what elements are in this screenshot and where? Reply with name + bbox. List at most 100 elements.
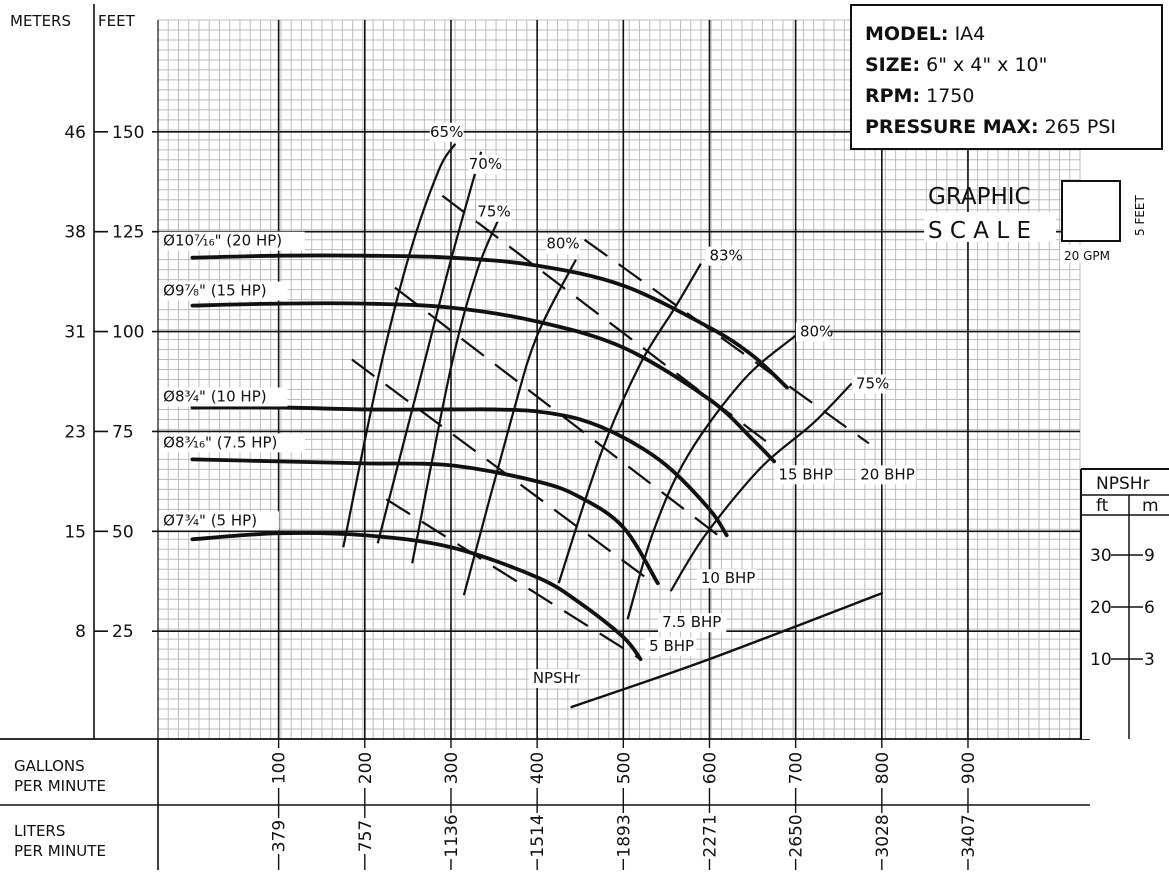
npshr-m-tick: 6 [1144,598,1155,618]
x-tick-gpm: 200 [356,752,376,784]
npshr-label-bg [528,669,580,689]
x-tick-bg [354,818,375,854]
y-tick-meters: 23 [64,422,86,442]
y-tick-bg [108,420,152,443]
x-tick-bg [785,748,806,788]
y-axis-right-header: FEET [98,12,136,30]
x-tick-bg [957,813,978,859]
info-model: MODEL: IA4 [865,23,985,45]
graphic-scale-word1: GRAPHIC [928,184,1031,210]
bhp-label-3: 10 BHP [701,569,755,587]
impeller-label-2: Ø9⁷⁄₈" (15 HP) [163,282,266,300]
y-tick-bg [108,320,152,343]
bhp-label-4: 15 BHP [778,465,832,483]
y-tick-feet: 25 [112,622,134,642]
efficiency-label-3-bg [477,202,511,222]
npshr-scale-title: NPSHr [1096,474,1150,494]
x-tick-bg [527,748,548,788]
npshr-ft-tick: 20 [1090,598,1112,618]
x-tick-bg [440,813,461,859]
bhp-label-4-bg [774,465,835,485]
x-tick-bg [871,813,892,859]
y-tick-feet: 150 [112,123,144,143]
info-rpm: RPM: 1750 [865,85,974,107]
impeller-curve-5 [190,531,643,662]
curve-labels: Ø10⁷⁄₁₆" (20 HP) Ø9⁷⁄₈" (15 HP) Ø8³⁄₄" (10… [159,122,916,689]
bhp-line-5 [583,238,870,445]
impeller-label-1-bg [159,231,305,251]
efficiency-label-5-bg [705,246,740,266]
npshr-m-tick: 3 [1144,650,1155,670]
grid [94,19,1081,740]
npshr-scale-ft-header: ft [1096,496,1109,516]
efficiency-label-3: 75% [477,203,510,221]
axes: 25 8 50 15 75 23 100 31 125 38 150 46 100 379 200 757 30… [0,4,1090,870]
npshr-scale-box [1081,469,1169,739]
y-tick-meters: 31 [64,323,86,343]
y-tick-feet: 125 [112,223,144,243]
x-tick-bg [957,748,978,788]
y-axis-left-header: METERS [10,12,71,30]
x-tick-lpm: 1514 [528,814,548,857]
efficiency-curve-7 [669,382,853,592]
x-axis-lpm-label-line1: LITERS [14,822,65,840]
x-tick-bg [268,818,289,854]
efficiency-label-4: 80% [546,235,579,253]
x-tick-gpm: 500 [614,752,634,784]
bhp-label-2: 7.5 BHP [662,613,721,631]
efficiency-curve-5 [557,263,702,584]
npshr-label: NPSHr [533,669,581,687]
impeller-label-3-bg [159,387,288,407]
impeller-label-3: Ø8³⁄₄" (10 HP) [163,387,266,405]
bhp-line-3 [394,286,719,537]
x-tick-gpm: 300 [442,752,462,784]
impeller-label-2-bg [159,281,288,301]
x-tick-bg [699,748,720,788]
npshr-scale-ticks: 30 9 20 6 10 3 [1090,546,1155,670]
x-tick-lpm: 1893 [614,814,634,857]
y-tick-bg [108,620,152,643]
graphic-scale-gpm-bg [1060,245,1132,263]
npshr-scale-m-header: m [1142,496,1159,516]
impeller-label-5: Ø7³⁄₄" (5 HP) [163,511,257,529]
x-axis-gpm-label-line1: GALLONS [14,757,85,775]
x-tick-gpm: 900 [959,752,979,784]
info-box [850,4,1163,150]
x-tick-lpm: 3028 [873,814,893,857]
efficiency-curve-4 [462,259,577,596]
x-tick-lpm: 2650 [787,814,807,857]
bhp-line-1 [385,498,642,661]
x-tick-bg [354,748,375,788]
x-tick-gpm: 600 [700,752,720,784]
y-tick-bg [108,120,152,143]
efficiency-label-7-bg [851,374,886,394]
x-tick-bg [699,813,720,859]
efficiency-curve-2 [376,151,483,544]
impeller-label-1: Ø10⁷⁄₁₆" (20 HP) [163,232,282,250]
x-tick-bg [871,748,892,788]
efficiency-label-2-bg [468,154,503,174]
x-tick-gpm: 400 [528,752,548,784]
efficiency-label-1-bg [429,122,464,142]
efficiency-curve-1 [342,143,457,548]
x-tick-lpm: 379 [270,820,290,852]
y-tick-meters: 15 [64,522,86,542]
bhp-label-1-bg [645,637,697,657]
impeller-curve-2 [190,301,777,464]
x-tick-lpm: 3407 [959,814,979,857]
npshr-curve [570,592,884,709]
curves [190,143,884,709]
x-tick-bg [268,748,289,788]
impeller-label-4: Ø8³⁄₁₆" (7.5 HP) [163,433,277,451]
efficiency-label-4-bg [546,234,580,254]
graphic-scale-word2-bg [924,212,1056,242]
x-tick-bg [440,748,461,788]
graphic-scale-square [1061,180,1121,242]
impeller-label-5-bg [159,511,279,531]
efficiency-label-7: 75% [856,374,889,392]
y-tick-feet: 75 [112,422,134,442]
efficiency-label-1: 65% [430,123,463,141]
x-tick-lpm: 757 [356,820,376,852]
impeller-curve-1 [190,253,789,390]
y-tick-meters: 46 [64,123,86,143]
